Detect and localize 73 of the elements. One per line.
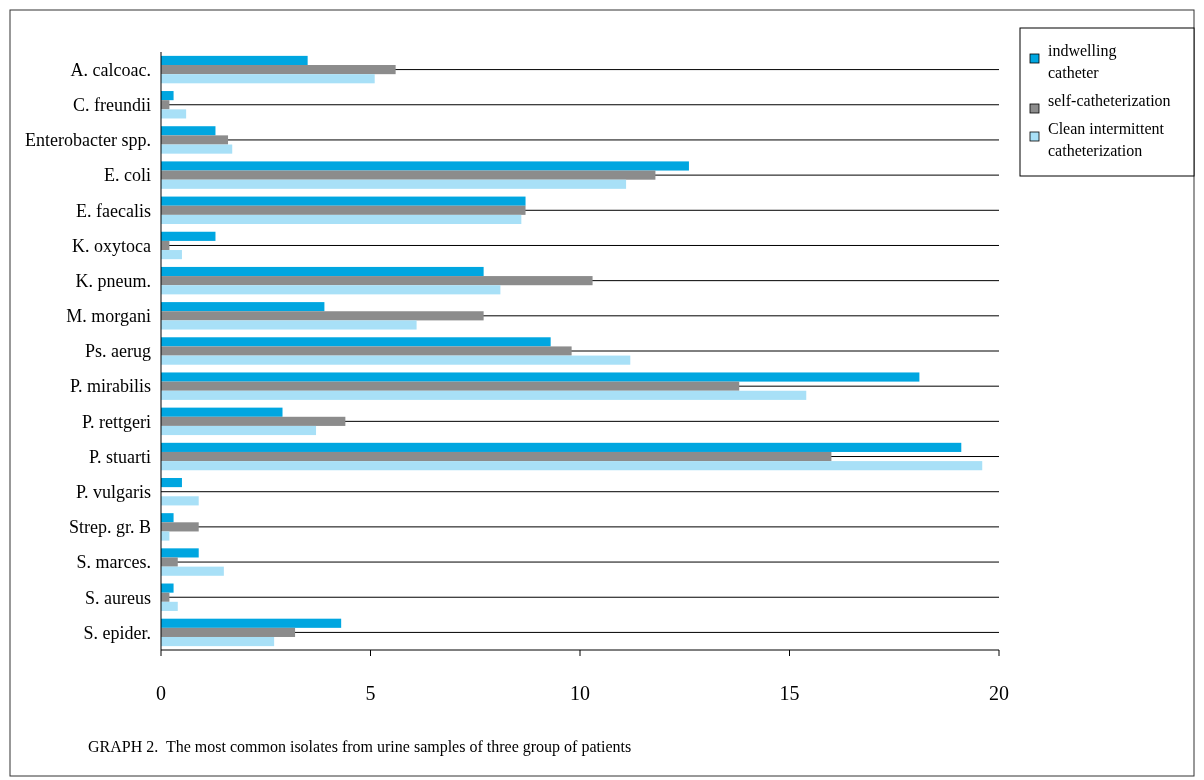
bar bbox=[161, 311, 484, 321]
y-tick-label: K. oxytoca bbox=[72, 235, 151, 256]
bar bbox=[161, 302, 325, 312]
y-tick-label: E. coli bbox=[104, 165, 151, 186]
bar bbox=[161, 135, 229, 145]
bar bbox=[161, 266, 484, 277]
bar bbox=[161, 513, 174, 523]
bar bbox=[161, 442, 962, 452]
bar bbox=[161, 407, 283, 417]
y-tick-label: S. epider. bbox=[83, 622, 151, 643]
bar bbox=[161, 477, 182, 488]
y-tick-label: M. morgani bbox=[66, 306, 151, 327]
y-tick-label: C. freundii bbox=[73, 95, 151, 116]
bar bbox=[161, 337, 551, 347]
bar bbox=[161, 205, 526, 215]
y-tick-label: Ps. aerug bbox=[85, 341, 151, 362]
bar bbox=[161, 451, 832, 462]
bar bbox=[161, 381, 740, 391]
y-tick-label: A. calcoac. bbox=[70, 59, 151, 80]
x-tick-label: 10 bbox=[570, 682, 590, 704]
legend-label: Clean intermittent catheterization bbox=[1048, 120, 1165, 159]
bar bbox=[161, 425, 317, 436]
bar bbox=[161, 618, 342, 628]
bar bbox=[161, 355, 631, 365]
bar bbox=[161, 196, 526, 206]
y-tick-label: S. aureus bbox=[85, 587, 151, 608]
bar bbox=[161, 346, 572, 356]
x-tick-label: 15 bbox=[779, 682, 800, 704]
bar bbox=[161, 285, 501, 295]
legend-label: indwelling catheter bbox=[1048, 42, 1117, 81]
bar bbox=[161, 372, 920, 382]
y-tick-label: P. rettgeri bbox=[82, 411, 151, 432]
bar bbox=[161, 276, 593, 286]
bar bbox=[161, 636, 275, 647]
y-tick-label: K. pneum. bbox=[75, 270, 151, 291]
x-tick-label: 5 bbox=[365, 682, 376, 704]
bar bbox=[161, 566, 224, 576]
bar bbox=[161, 250, 182, 260]
x-tick-label: 20 bbox=[989, 682, 1009, 704]
bar bbox=[161, 231, 216, 241]
y-tick-label: P. vulgaris bbox=[75, 482, 151, 503]
bar bbox=[161, 627, 296, 637]
bar bbox=[161, 91, 174, 101]
bar bbox=[161, 170, 656, 180]
bar bbox=[161, 557, 178, 567]
bar bbox=[161, 320, 417, 330]
y-tick-label: E. faecalis bbox=[76, 200, 151, 221]
legend-label: self-catheterization bbox=[1048, 92, 1171, 109]
y-tick-label: S. marces. bbox=[76, 552, 151, 573]
bar bbox=[161, 126, 216, 136]
y-tick-label: Strep. gr. B bbox=[68, 517, 151, 538]
bar bbox=[161, 74, 375, 84]
bar bbox=[161, 601, 178, 611]
x-tick-label: 0 bbox=[156, 682, 166, 704]
bar bbox=[161, 496, 199, 506]
bar bbox=[161, 522, 199, 532]
bar bbox=[161, 161, 689, 171]
bar bbox=[161, 179, 627, 189]
bar bbox=[161, 548, 199, 558]
bar bbox=[161, 583, 174, 593]
bar bbox=[161, 144, 233, 154]
bar bbox=[161, 55, 308, 66]
bar bbox=[161, 109, 187, 119]
y-tick-label: P. mirabilis bbox=[69, 376, 151, 397]
bar bbox=[161, 416, 346, 426]
caption: GRAPH 2. The most common isolates from urine samples of three group of patients bbox=[88, 738, 632, 756]
bar bbox=[161, 65, 396, 75]
bar bbox=[161, 390, 807, 400]
y-tick-label: Enterobacter spp. bbox=[25, 130, 151, 151]
bar bbox=[161, 461, 983, 471]
bar bbox=[161, 531, 170, 541]
y-tick-label: P. stuarti bbox=[88, 446, 151, 467]
bar bbox=[161, 214, 522, 225]
